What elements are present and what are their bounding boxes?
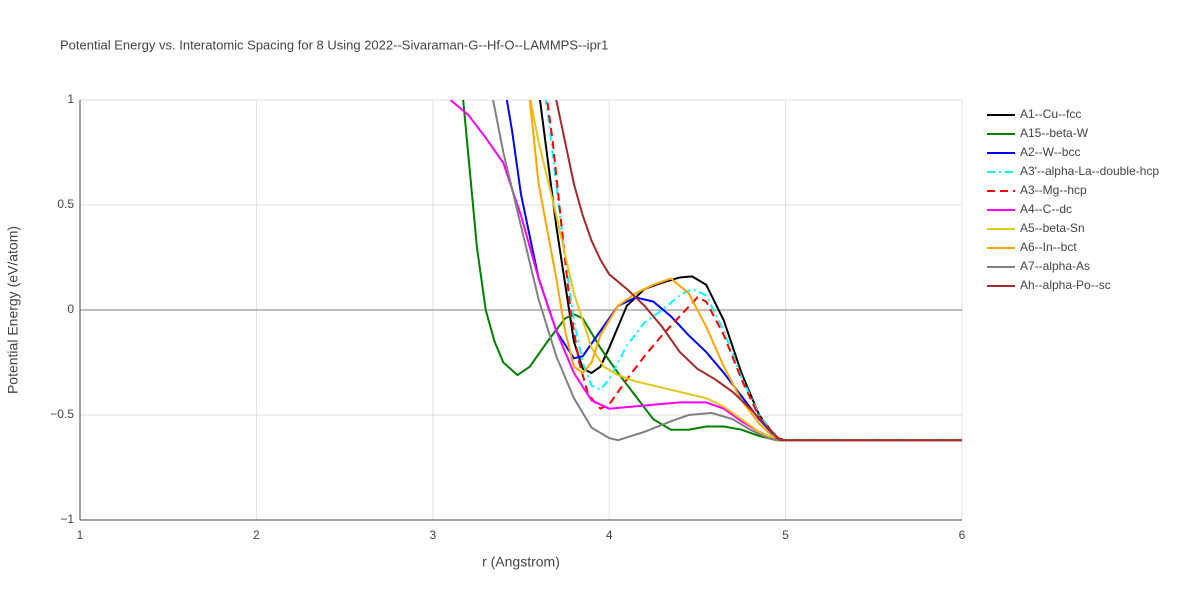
x-axis-label: r (Angstrom) (482, 554, 560, 570)
legend-label: A6--In--bct (1020, 240, 1077, 254)
series-line (462, 100, 962, 442)
y-tick-label: 1 (67, 92, 74, 106)
y-tick-label: −0.5 (50, 407, 74, 421)
legend-label: A5--beta-Sn (1020, 221, 1085, 235)
legend-label: A3'--alpha-La--double-hcp (1020, 164, 1159, 178)
legend-label: A2--W--bcc (1020, 145, 1080, 159)
y-axis-label: Potential Energy (eV/atom) (5, 226, 21, 394)
series-line (529, 100, 962, 442)
series-line (449, 100, 962, 442)
x-tick-label: 1 (77, 528, 84, 542)
x-tick-label: 3 (429, 528, 436, 542)
series-line (528, 100, 962, 442)
y-tick-label: −1 (60, 512, 74, 526)
legend-label: Ah--alpha-Po--sc (1020, 278, 1111, 292)
x-tick-label: 5 (782, 528, 789, 542)
series-line (538, 100, 962, 442)
legend-label: A15--beta-W (1020, 126, 1089, 140)
x-tick-label: 4 (606, 528, 613, 542)
y-tick-label: 0.5 (57, 197, 74, 211)
series-line (544, 100, 962, 442)
plot-area (449, 100, 962, 442)
series-line (546, 100, 962, 442)
y-tick-label: 0 (67, 302, 74, 316)
series-line (555, 100, 962, 442)
x-tick-label: 2 (253, 528, 260, 542)
legend-label: A1--Cu--fcc (1020, 107, 1081, 121)
legend-label: A4--C--dc (1020, 202, 1072, 216)
x-tick-label: 6 (959, 528, 966, 542)
series-line (492, 100, 962, 442)
series-line (505, 100, 962, 442)
chart-title: Potential Energy vs. Interatomic Spacing… (60, 37, 608, 52)
legend-label: A3--Mg--hcp (1020, 183, 1087, 197)
legend-label: A7--alpha-As (1020, 259, 1090, 273)
